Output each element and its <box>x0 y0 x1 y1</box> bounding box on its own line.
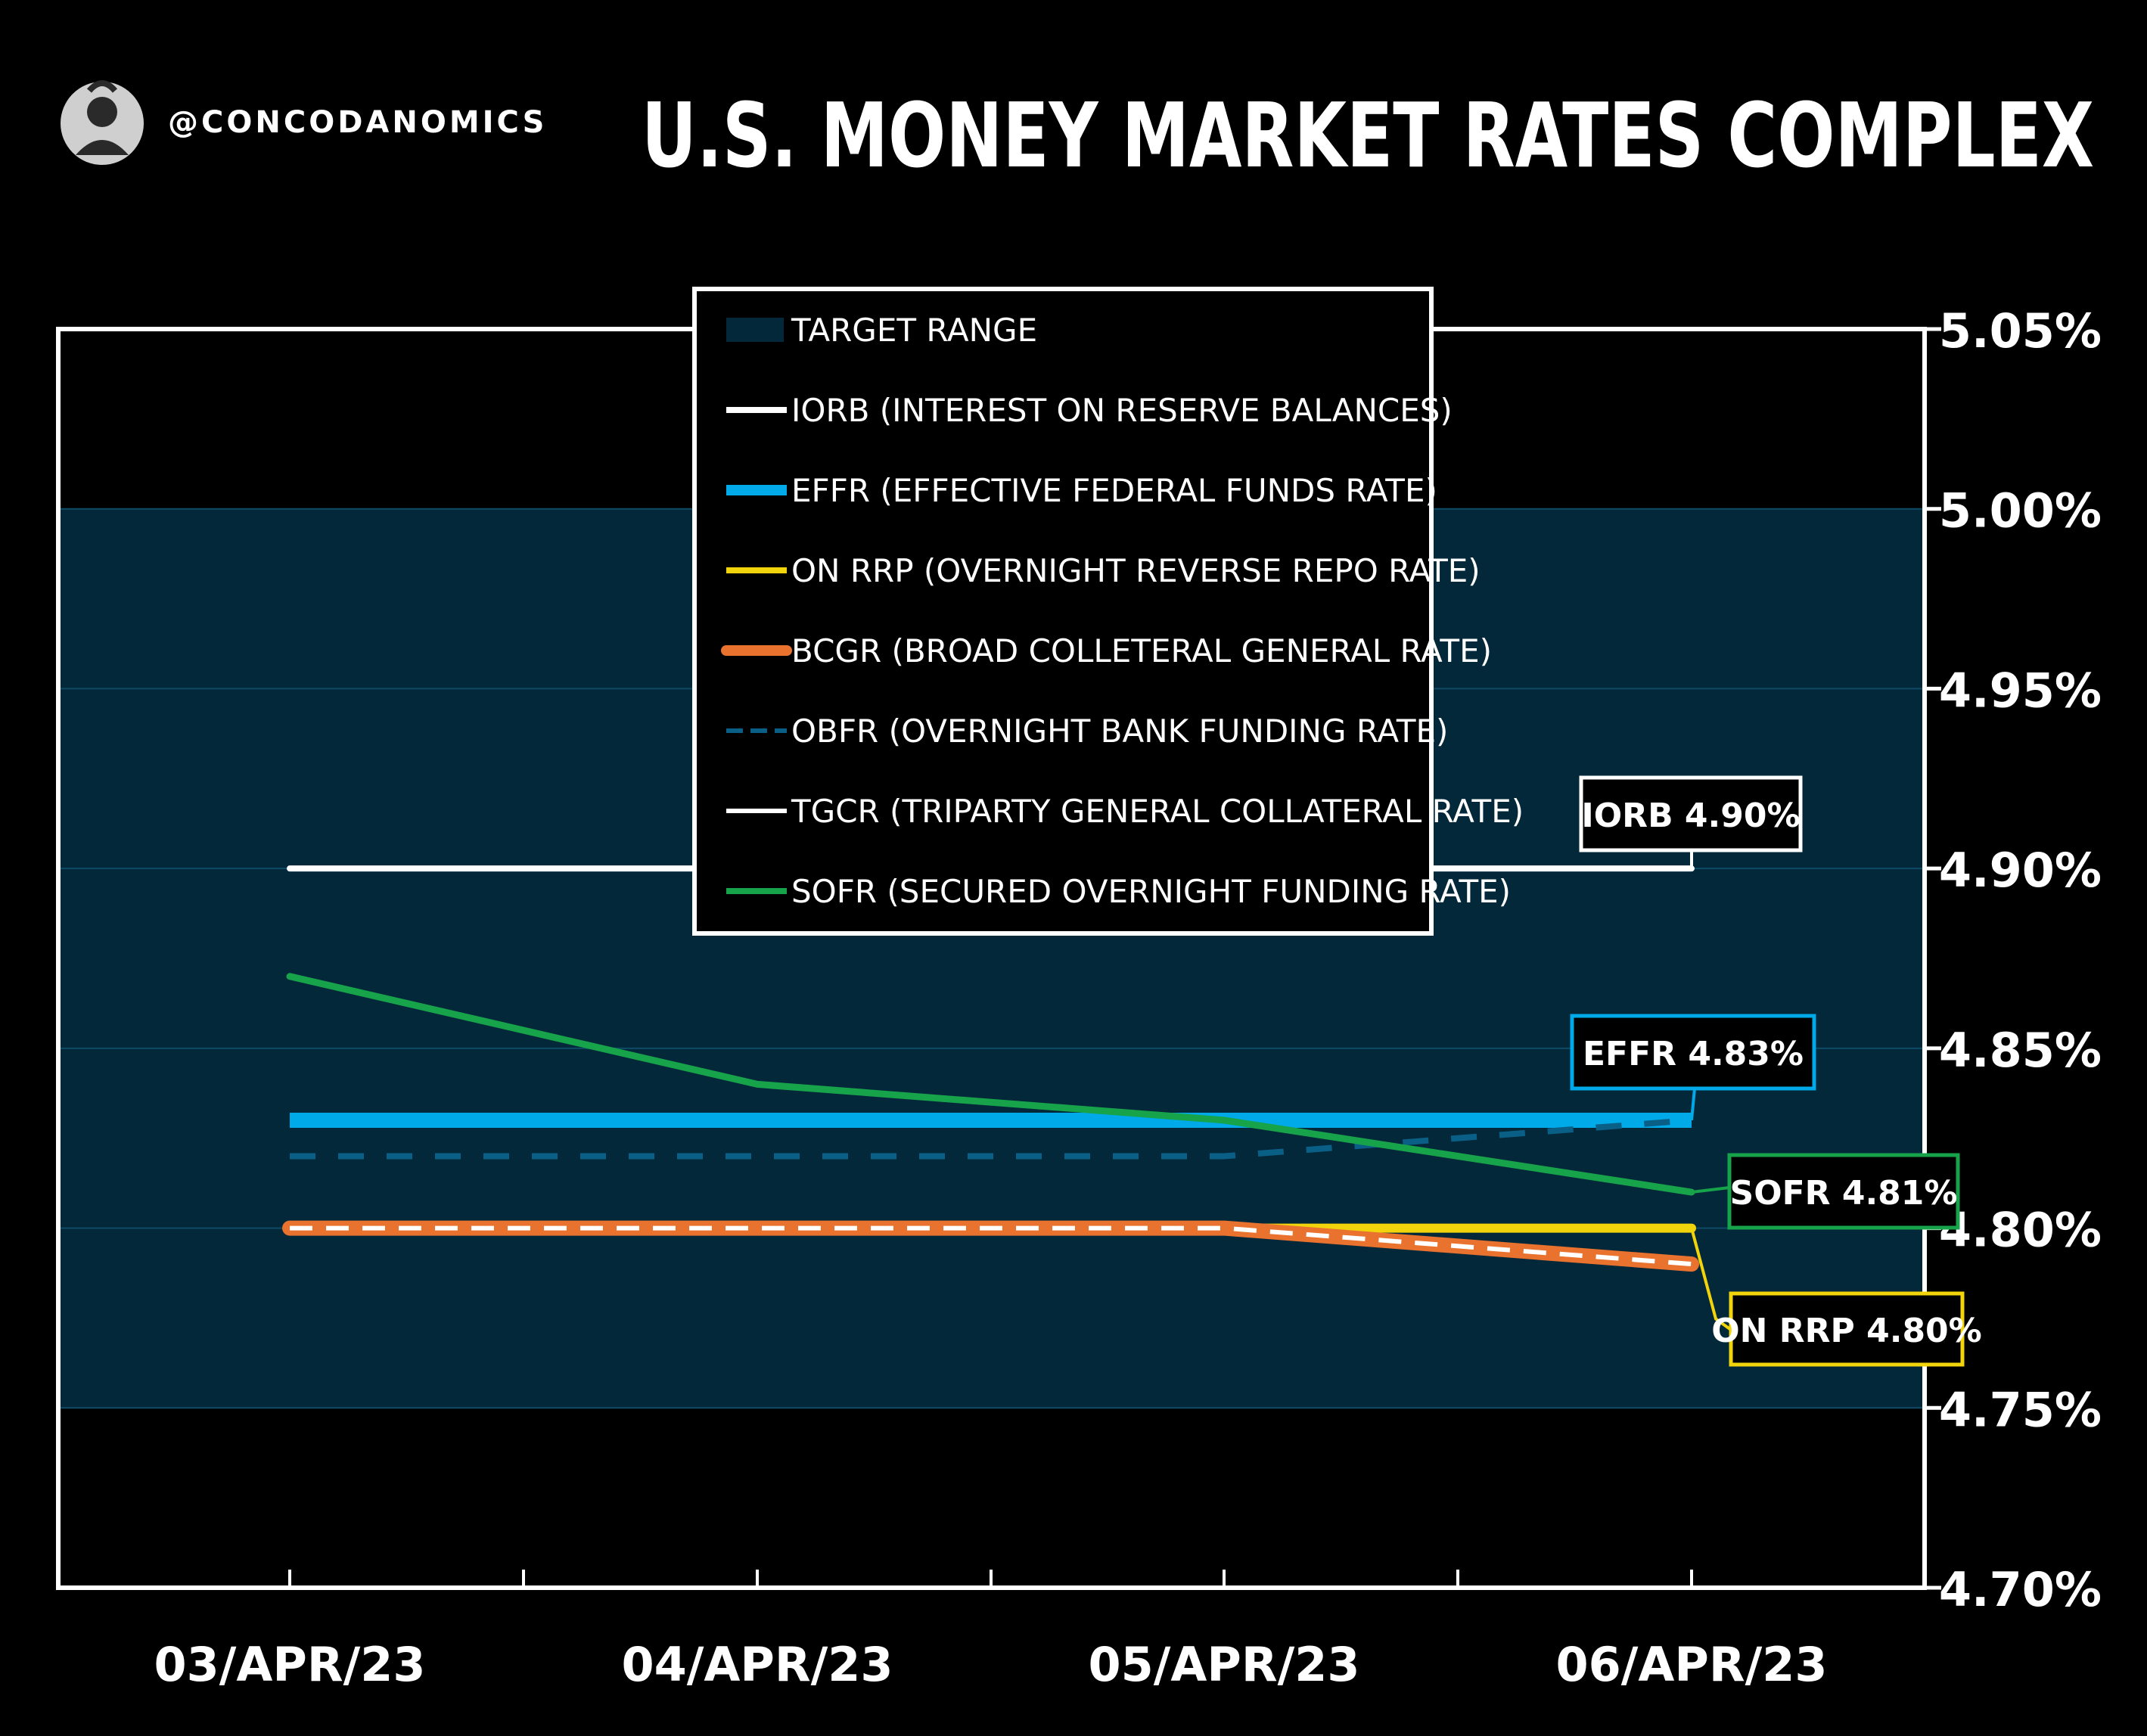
legend-label-tgcr: TGCR (TRIPARTY GENERAL COLLATERAL RATE) <box>791 793 1524 830</box>
y-axis: 4.70% 4.75% 4.80% 4.85% 4.90% 4.95% 5.00% 5.05% <box>1925 303 2102 1617</box>
callout-box-effr <box>1570 1014 1816 1091</box>
series-line-obfr <box>290 1116 1692 1160</box>
y-tick-label: 4.90% <box>1939 843 2102 898</box>
callout-label-sofr: SOFR 4.81% <box>1730 1174 1958 1213</box>
callout-box-sofr <box>1727 1153 1960 1230</box>
callout-connectors <box>1690 850 1732 1331</box>
legend-label-target: TARGET RANGE <box>791 312 1037 349</box>
y-tick-label: 5.05% <box>1939 303 2102 359</box>
legend-label-sofr: SOFR (SECURED OVERNIGHT FUNDING RATE) <box>791 873 1511 910</box>
y-tick-label: 4.95% <box>1939 663 2102 718</box>
x-tick-label: 05/APR/23 <box>1088 1637 1359 1692</box>
callout-connector <box>1690 1088 1696 1121</box>
legend-label-obfr: OBFR (OVERNIGHT BANK FUNDING RATE) <box>791 713 1448 750</box>
x-axis: 03/APR/23 04/APR/23 05/APR/23 06/APR/23 <box>154 1637 1827 1692</box>
callout-label-iorb: IORB 4.90% <box>1581 797 1800 835</box>
legend-swatch-target-range <box>726 318 784 342</box>
y-tick-label: 4.85% <box>1939 1023 2102 1078</box>
legend-items: TARGET RANGE IORB (INTEREST ON RESERVE BA… <box>721 312 1524 910</box>
callout-box-iorb <box>1579 775 1803 852</box>
legend: TARGET RANGE IORB (INTEREST ON RESERVE BA… <box>692 287 1524 936</box>
y-tick-label: 4.70% <box>1939 1562 2102 1617</box>
page-title: U.S. MONEY MARKET RATES COMPLEX <box>642 83 2094 188</box>
x-axis-ticks <box>288 1570 1693 1588</box>
legend-label-on_rrp: ON RRP (OVERNIGHT REVERSE REPO RATE) <box>791 552 1481 589</box>
callout-label-effr: EFFR 4.83% <box>1583 1035 1804 1073</box>
avatar <box>61 80 144 165</box>
y-tick-label: 4.75% <box>1939 1382 2102 1437</box>
callout-connector <box>1690 1228 1732 1331</box>
callout-box-on_rrp <box>1729 1291 1965 1367</box>
callout-connector <box>1691 1186 1730 1194</box>
y-tick-label: 4.80% <box>1939 1203 2102 1258</box>
author-handle: @CONCODANOMICS <box>168 105 547 140</box>
x-tick-label: 04/APR/23 <box>621 1637 893 1692</box>
legend-label-bcgr: BCGR (BROAD COLLETERAL GENERAL RATE) <box>791 632 1492 669</box>
series-line-sofr <box>286 973 1695 1196</box>
series-layer <box>282 865 1699 1272</box>
callout-label-on_rrp: ON RRP 4.80% <box>1711 1312 1982 1350</box>
legend-box <box>692 287 1434 936</box>
y-tick-label: 5.00% <box>1939 483 2102 539</box>
series-line-tgcr <box>290 1225 1692 1267</box>
legend-label-effr: EFFR (EFFECTIVE FEDERAL FUNDS RATE) <box>791 472 1437 509</box>
callouts: IORB 4.90% EFFR 4.83% SOFR 4.81% ON RRP 4.8… <box>1570 775 1982 1367</box>
x-tick-label: 03/APR/23 <box>154 1637 425 1692</box>
x-tick-label: 06/APR/23 <box>1555 1637 1827 1692</box>
legend-label-iorb: IORB (INTEREST ON RESERVE BALANCES) <box>791 392 1453 429</box>
